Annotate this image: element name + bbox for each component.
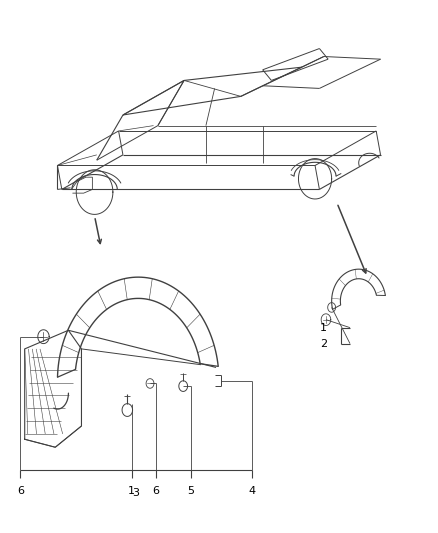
Text: 3: 3 [133, 488, 140, 498]
Text: 5: 5 [187, 486, 194, 496]
Text: 2: 2 [320, 338, 327, 349]
Text: 4: 4 [248, 486, 255, 496]
Text: 6: 6 [152, 486, 159, 496]
Text: 1: 1 [320, 322, 327, 333]
Text: 6: 6 [17, 486, 24, 496]
Text: 1: 1 [128, 486, 135, 496]
